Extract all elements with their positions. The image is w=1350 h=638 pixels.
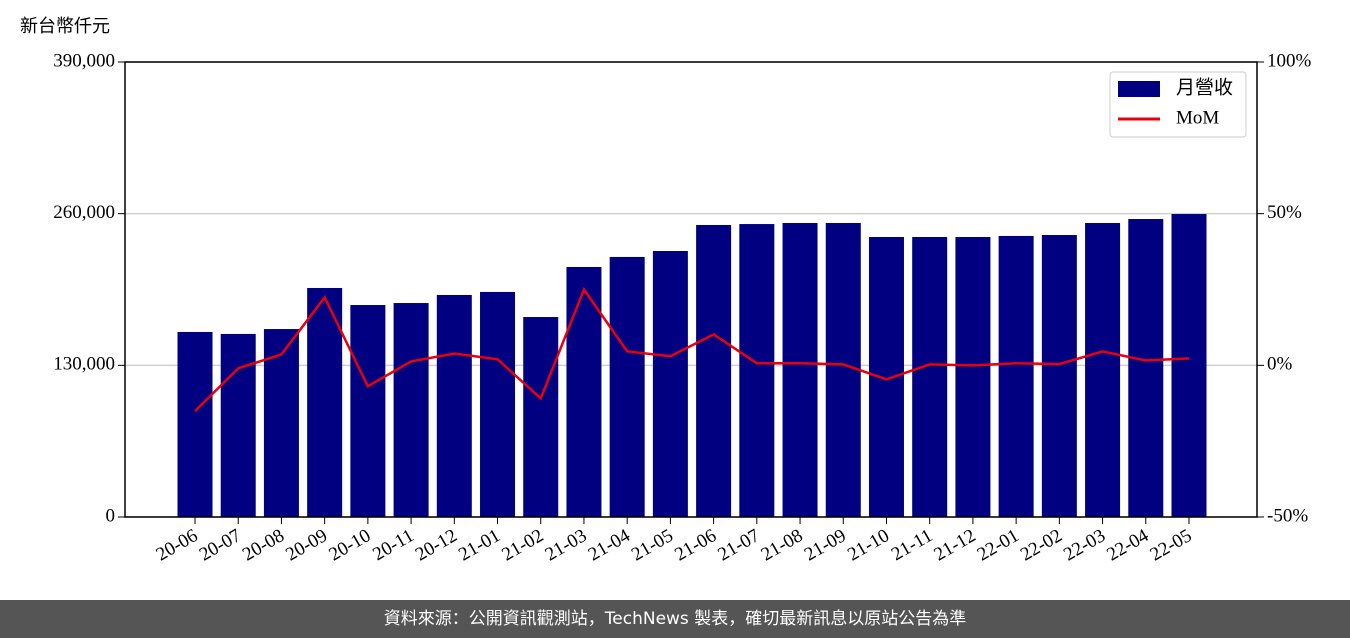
x-tick-label: 20-08 — [239, 525, 288, 565]
x-tick-label: 20-10 — [325, 525, 374, 565]
bar — [307, 287, 343, 517]
y2-tick-label: 50% — [1267, 202, 1302, 223]
x-tick-label: 21-03 — [542, 525, 591, 565]
x-tick-label: 21-04 — [585, 525, 634, 566]
bar — [1128, 219, 1164, 518]
x-tick-label: 21-12 — [931, 525, 980, 565]
legend-swatch — [1118, 81, 1160, 97]
bar — [912, 237, 948, 517]
y-tick-label: 130,000 — [53, 354, 115, 375]
bar — [739, 224, 775, 518]
x-tick-label: 22-03 — [1060, 525, 1109, 565]
bar — [609, 256, 645, 517]
x-tick-label: 21-09 — [801, 525, 850, 565]
x-tick-label: 20-12 — [412, 525, 461, 565]
x-tick-label: 20-06 — [153, 525, 202, 565]
y-tick-label: 0 — [106, 505, 116, 526]
bar — [825, 223, 861, 517]
x-tick-label: 21-01 — [455, 525, 504, 565]
bar — [177, 331, 213, 517]
footer: 資料來源：公開資訊觀測站，TechNews 製表，確切最新訊息以原站公告為準 — [0, 600, 1350, 638]
line — [194, 286, 1190, 413]
x-tick-label: 20-11 — [369, 525, 417, 565]
bar — [998, 235, 1034, 517]
plot-frame — [124, 61, 1258, 518]
y2-tick-label: 0% — [1267, 354, 1293, 375]
bar — [350, 305, 386, 517]
bar — [1041, 235, 1077, 517]
x-tick-label: 21-02 — [498, 525, 547, 565]
x-tick-label: 22-02 — [1017, 525, 1066, 565]
x-tick-label: 21-08 — [758, 525, 807, 565]
x-tick-label: 21-07 — [714, 525, 763, 565]
y2-tick-label: 100% — [1267, 50, 1312, 71]
bar — [566, 266, 602, 517]
y-tick-label: 390,000 — [53, 50, 115, 71]
bar — [1085, 223, 1121, 517]
legend-label: 月營收 — [1176, 76, 1233, 98]
bar — [696, 224, 732, 517]
bar — [220, 333, 256, 517]
bar — [652, 251, 688, 517]
bar — [1171, 214, 1207, 517]
x-tick-label: 22-04 — [1103, 525, 1152, 566]
y-axis-label: 新台幣仟元 — [20, 16, 110, 37]
x-tick-label: 20-09 — [282, 525, 331, 565]
y2-tick-label: -50% — [1267, 505, 1308, 526]
x-tick-label: 21-06 — [671, 525, 720, 565]
x-tick-label: 21-11 — [888, 525, 936, 565]
legend-label: MoM — [1176, 107, 1219, 128]
bar — [523, 317, 559, 517]
y-tick-label: 260,000 — [53, 202, 115, 223]
bar — [868, 237, 904, 517]
bar — [393, 303, 429, 517]
bar — [782, 223, 818, 517]
bar — [955, 237, 991, 517]
x-tick-label: 22-05 — [1147, 525, 1196, 565]
x-tick-label: 22-01 — [974, 525, 1023, 565]
bar — [263, 329, 299, 517]
chart: 新台幣仟元 0 130,000 260,000 390,000 -50% 0% 50% 100… — [20, 16, 1312, 566]
x-tick-label: 21-10 — [844, 525, 893, 565]
x-tick-label: 21-05 — [628, 525, 677, 565]
legend: 月營收 MoM — [1109, 71, 1247, 138]
bar — [436, 294, 472, 517]
x-tick-label: 20-07 — [196, 525, 245, 565]
bar — [480, 291, 516, 517]
